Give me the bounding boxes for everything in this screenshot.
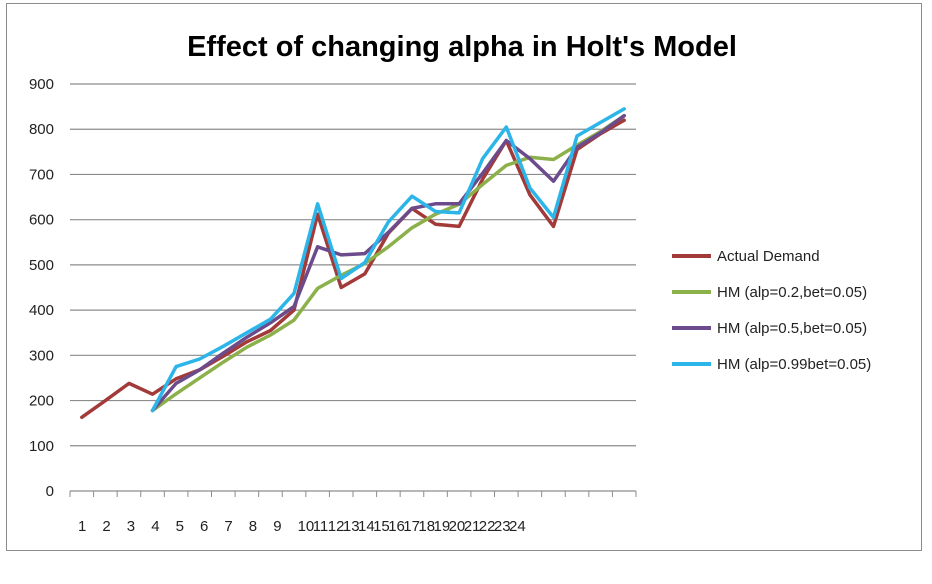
x-tick-label: 24 [509,518,526,535]
x-tick-label: 23 [494,518,511,535]
x-tick-label: 4 [151,518,159,535]
x-tick-label: 13 [343,518,360,535]
x-tick-label: 5 [176,518,184,535]
x-tick-label: 16 [388,518,405,535]
legend-label: HM (alp=0.5,bet=0.05) [717,320,867,337]
series-line-hm-alp-0-5-bet-0-05 [150,113,626,413]
series-line-hm-alp-0-2-bet-0-05 [150,113,626,413]
x-tick-label: 10 [298,518,315,535]
x-tick-label: 21 [464,518,481,535]
x-tick-label: 22 [479,518,496,535]
series-line-hm-alp-0-99bet-0-05 [150,107,626,413]
x-tick-label: 17 [403,518,420,535]
y-tick-label: 500 [29,257,54,274]
legend-label: HM (alp=0.99bet=0.05) [717,356,871,373]
y-tick-label: 800 [29,121,54,138]
series-lines [80,107,626,420]
chart-title: Effect of changing alpha in Holt's Model [187,31,737,63]
x-tick-label: 9 [273,518,281,535]
y-tick-label: 300 [29,347,54,364]
x-tick-label: 18 [418,518,435,535]
y-tick-label: 600 [29,212,54,229]
legend-label: Actual Demand [717,248,820,265]
x-tick-label: 12 [328,518,345,535]
y-tick-label: 0 [46,483,54,500]
x-tick-label: 2 [102,518,110,535]
x-tick-label: 6 [200,518,208,535]
x-tick-label: 14 [358,518,375,535]
y-tick-label: 900 [29,76,54,93]
chart-frame [6,3,922,551]
x-tick-label: 11 [313,518,329,535]
series-line-actual-demand [80,118,626,420]
x-axis [69,490,637,497]
y-axis-tick-labels: 0 100 200 300 400 500 600 700 800 900 [29,76,54,500]
x-tick-label: 8 [249,518,257,535]
y-tick-label: 100 [29,438,54,455]
x-tick-label: 7 [224,518,232,535]
x-tick-label: 20 [449,518,466,535]
x-tick-label: 1 [78,518,86,535]
legend-label: HM (alp=0.2,bet=0.05) [717,284,867,301]
x-tick-label: 3 [127,518,135,535]
x-tick-label: 15 [373,518,390,535]
y-tick-label: 400 [29,302,54,319]
y-tick-label: 200 [29,393,54,410]
legend: Actual Demand HM (alp=0.2,bet=0.05) HM (al… [672,248,871,373]
x-tick-label: 19 [434,518,451,535]
y-tick-label: 700 [29,166,54,183]
